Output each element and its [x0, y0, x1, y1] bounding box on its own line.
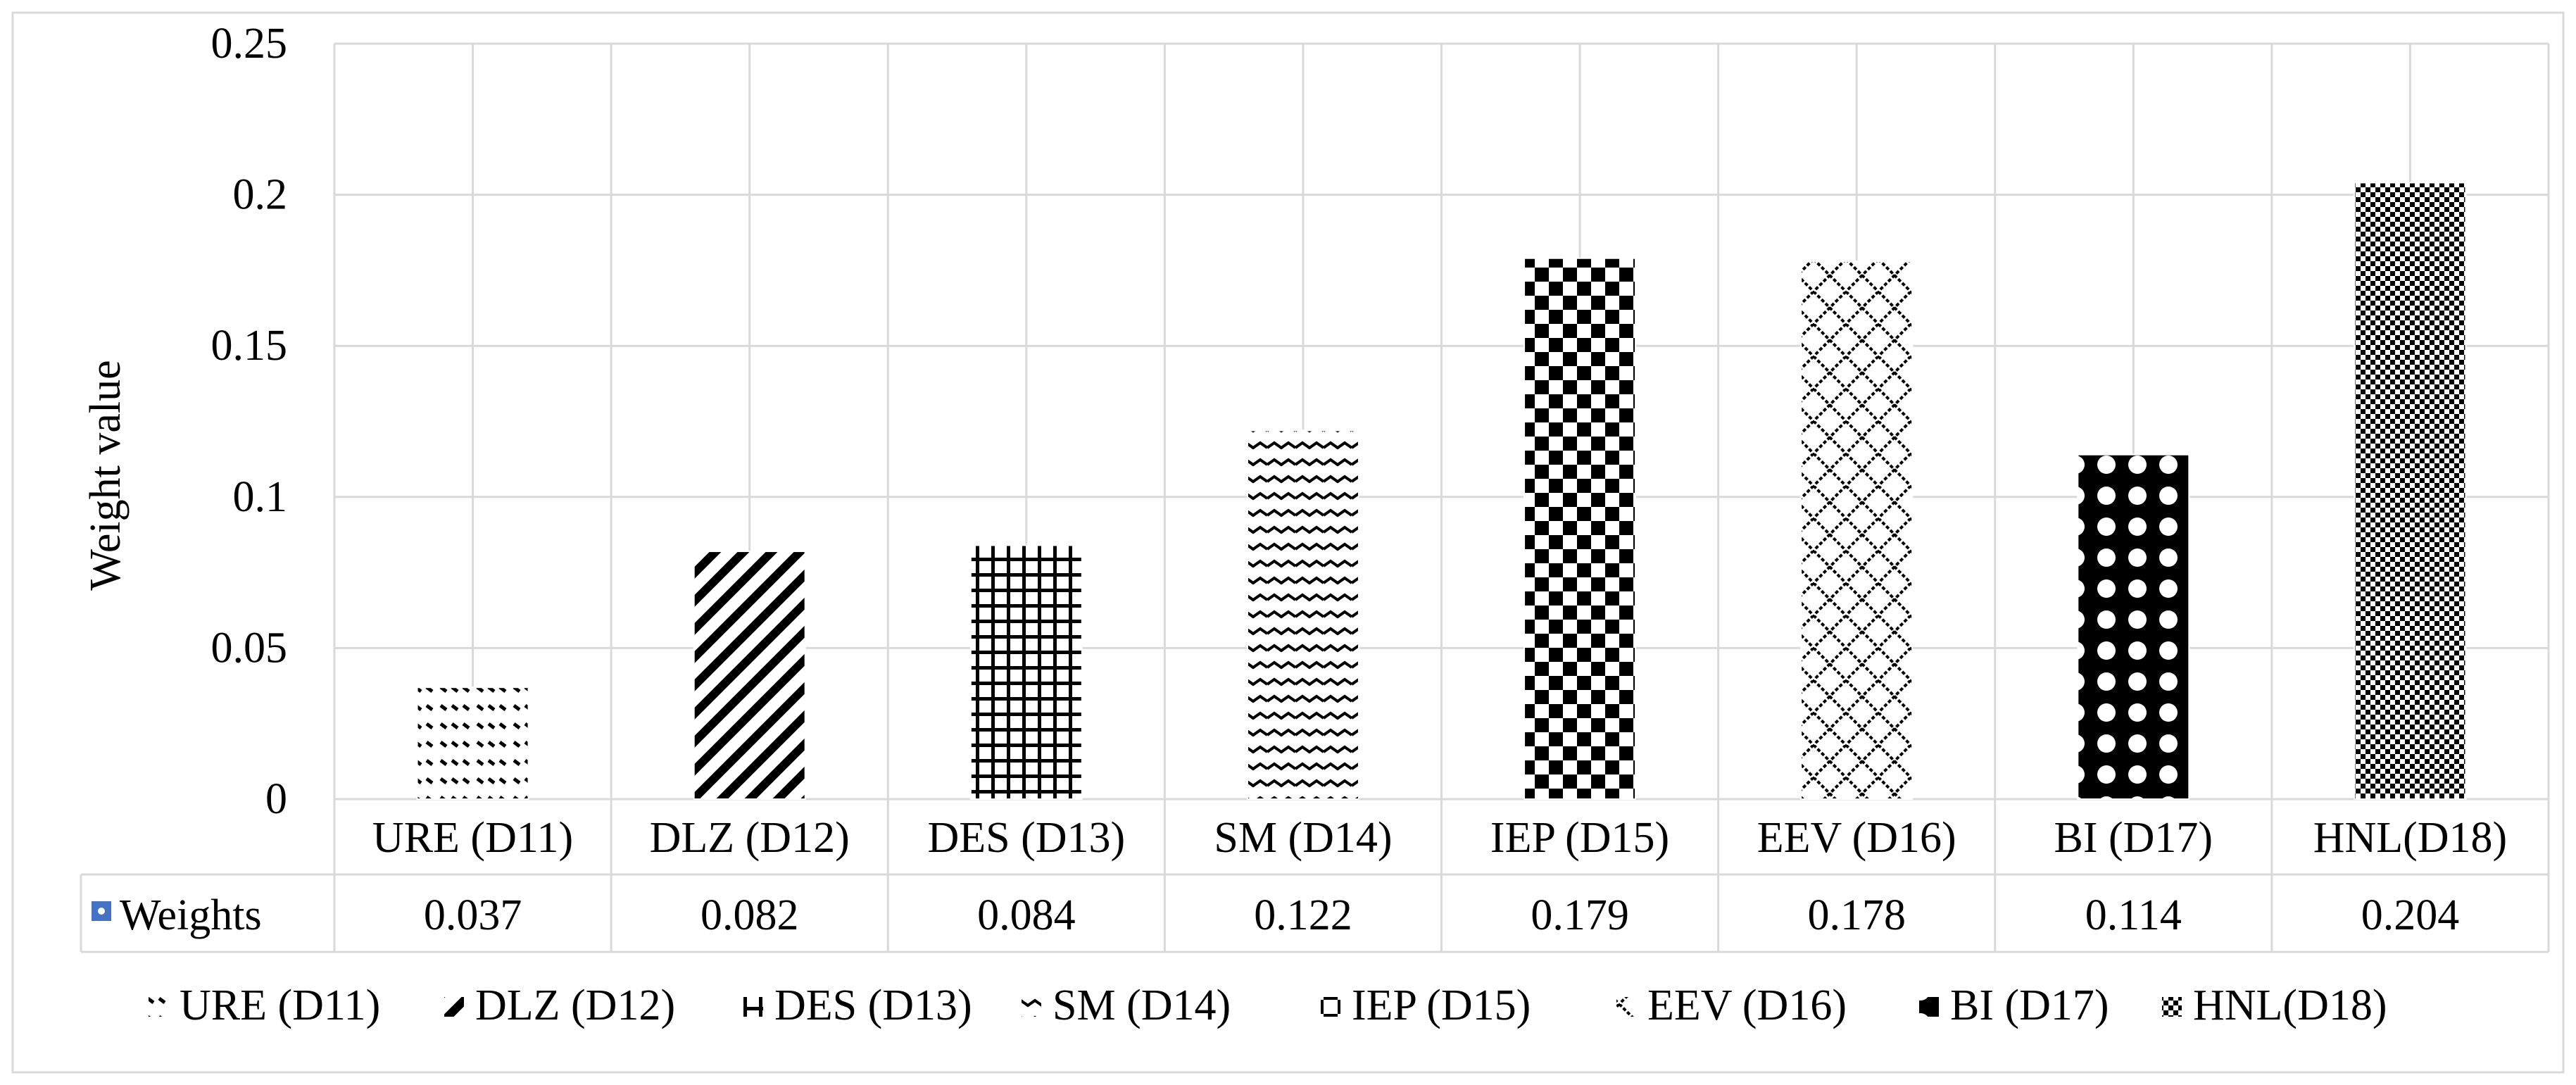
x-tick-label: DES (D13)	[927, 814, 1125, 862]
data-label: 0.114	[2085, 891, 2182, 939]
data-label: 0.037	[424, 891, 522, 939]
y-axis-label: Weight value	[82, 360, 130, 590]
legend-swatch	[1022, 997, 1041, 1017]
y-tick-label: 0	[265, 775, 287, 823]
y-tick-label: 0.15	[211, 322, 288, 370]
data-label: 0.122	[1254, 891, 1352, 939]
y-tick-label: 0.05	[211, 624, 288, 672]
data-label: 0.084	[977, 891, 1076, 939]
data-label: 0.082	[700, 891, 799, 939]
legend-swatch	[149, 997, 168, 1017]
y-tick-label: 0.1	[233, 473, 288, 521]
data-label: 0.178	[1807, 891, 1906, 939]
x-tick-label: HNL(D18)	[2313, 814, 2508, 862]
bar-ure-d11	[416, 686, 529, 800]
data-label: 0.179	[1531, 891, 1629, 939]
legend-item: BI (D17)	[1950, 981, 2109, 1029]
legend-item: SM (D14)	[1053, 981, 1231, 1029]
bar-bi-d17	[2077, 453, 2190, 800]
legend-swatch	[2162, 997, 2182, 1017]
y-tick-label: 0.25	[211, 20, 288, 68]
legend-swatch	[444, 997, 464, 1017]
legend-item: IEP (D15)	[1352, 981, 1531, 1029]
legend-swatch	[743, 997, 763, 1017]
bar-hnl-d18	[2354, 182, 2467, 800]
legend-item: DES (D13)	[774, 981, 972, 1029]
bar-eev-d16	[1800, 261, 1914, 800]
bar-dlz-d12	[693, 551, 806, 801]
legend-item: DLZ (D12)	[475, 981, 675, 1029]
table-series-key-dot	[98, 908, 105, 915]
legend-item: HNL(D18)	[2193, 981, 2387, 1029]
x-tick-label: IEP (D15)	[1490, 814, 1669, 862]
x-tick-label: SM (D14)	[1214, 814, 1392, 862]
bar-sm-d14	[1246, 429, 1359, 800]
legend-item: URE (D11)	[180, 981, 380, 1029]
x-tick-label: EEV (D16)	[1757, 814, 1956, 862]
x-tick-label: URE (D11)	[372, 814, 573, 862]
legend-swatch	[1919, 997, 1939, 1017]
x-tick-label: DLZ (D12)	[650, 814, 850, 862]
bar-iep-d15	[1523, 257, 1637, 800]
y-tick-label: 0.2	[233, 171, 288, 219]
legend-swatch	[1616, 997, 1636, 1017]
data-label: 0.204	[2361, 891, 2460, 939]
bar-des-d13	[969, 544, 1083, 800]
chart-border	[11, 11, 2565, 1074]
table-series-name: Weights	[120, 891, 262, 939]
legend-swatch	[1321, 997, 1340, 1017]
x-tick-label: BI (D17)	[2054, 814, 2213, 862]
legend-item: EEV (D16)	[1647, 981, 1847, 1029]
